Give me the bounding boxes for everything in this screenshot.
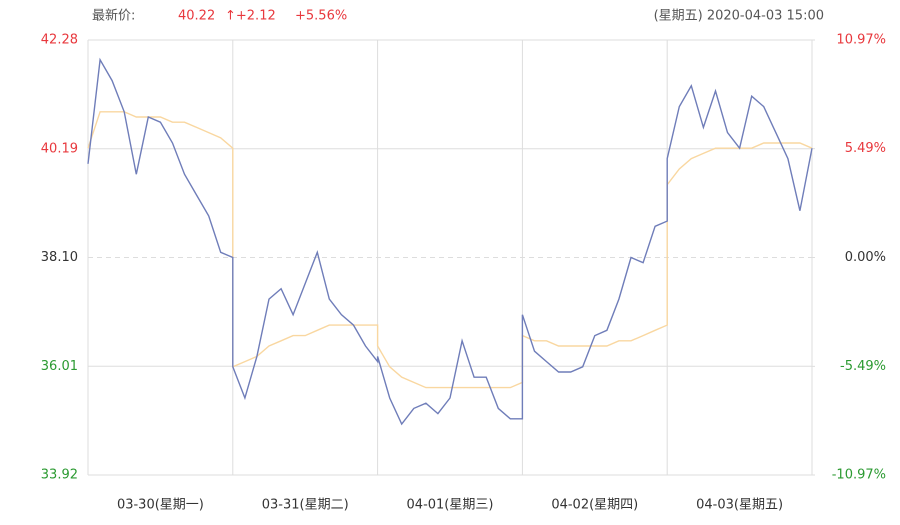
y2-tick-label: 10.97% — [836, 33, 886, 48]
line-average — [87, 111, 813, 389]
x-tick-label: 04-01(星期三) — [407, 498, 494, 513]
header-time: (星期五) 2020-04-03 15:00 — [654, 9, 824, 24]
y2-tick-label: 5.49% — [845, 141, 886, 156]
y-tick-label: 38.10 — [41, 250, 78, 265]
y-tick-label: 40.19 — [41, 141, 78, 156]
x-tick-label: 03-30(星期一) — [117, 498, 204, 513]
y2-tick-label: -5.49% — [840, 359, 886, 374]
line-price — [87, 57, 813, 426]
y2-tick-label: 0.00% — [845, 250, 886, 265]
y2-tick-label: -10.97% — [832, 468, 886, 483]
x-tick-label: 04-03(星期五) — [696, 498, 783, 513]
y-tick-label: 36.01 — [41, 359, 78, 374]
y-tick-label: 33.92 — [41, 468, 78, 483]
y-tick-label: 42.28 — [41, 33, 78, 48]
x-tick-label: 03-31(星期二) — [262, 498, 349, 513]
header-change-pct: +5.56% — [295, 9, 347, 24]
header-label: 最新价: — [92, 8, 135, 24]
header-change: ↑+2.12 — [225, 9, 276, 24]
x-tick-label: 04-02(星期四) — [551, 498, 638, 513]
header-price: 40.22 — [178, 9, 215, 24]
